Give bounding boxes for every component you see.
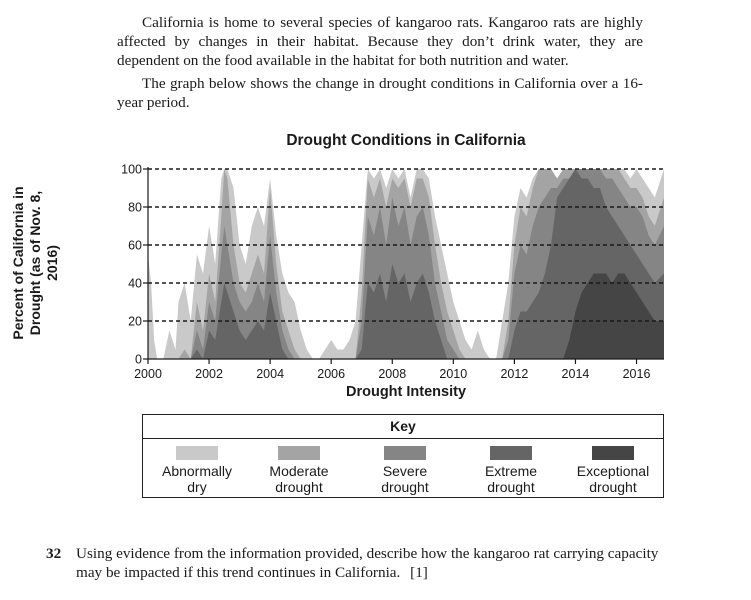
legend-title: Key: [143, 415, 663, 439]
x-tick-label-2008: 2008: [378, 367, 406, 381]
x-tick-label-2006: 2006: [317, 367, 345, 381]
passage-paragraph-1: California is home to several species of…: [117, 13, 643, 70]
x-tick-label-2014: 2014: [562, 367, 590, 381]
y-tick-label-40: 40: [128, 277, 142, 291]
chart-axes: 0 20 40 60 80 100 2000 2002 2004 2006 2008 2010 2012…: [121, 163, 664, 381]
legend-item-moderate-drought: Moderate drought: [249, 446, 349, 495]
x-tick-label-2016: 2016: [623, 367, 651, 381]
x-axis-title: Drought Intensity: [345, 384, 467, 400]
x-tick-label-2004: 2004: [256, 367, 284, 381]
y-tick-label-60: 60: [128, 239, 142, 253]
x-tick-label-2012: 2012: [500, 367, 528, 381]
legend-label: Extreme drought: [484, 463, 538, 495]
legend-label: Severe drought: [381, 463, 429, 495]
passage-paragraph-2: The graph below shows the change in drou…: [117, 74, 643, 112]
legend-swatch: [384, 446, 426, 460]
legend-swatch: [176, 446, 218, 460]
area-series-extreme-drought: [148, 169, 664, 359]
x-tick-label-2010: 2010: [439, 367, 467, 381]
legend-label: Exceptional drought: [576, 463, 650, 495]
legend-item-severe-drought: Severe drought: [355, 446, 455, 495]
question-line-2: may be impacted if this trend continues …: [76, 564, 401, 581]
legend-swatch: [490, 446, 532, 460]
y-tick-label-20: 20: [128, 315, 142, 329]
legend-swatch: [592, 446, 634, 460]
y-tick-label-100: 100: [121, 163, 142, 177]
legend-label: Abnormally dry: [161, 463, 233, 495]
legend-item-extreme-drought: Extreme drought: [461, 446, 561, 495]
question-line-1: Using evidence from the information prov…: [76, 545, 659, 562]
chart-title: Drought Conditions in California: [286, 132, 526, 149]
chart-gridlines: [148, 168, 664, 322]
drought-chart: 0 20 40 60 80 100 2000 2002 2004 2006 2008 2010 2012…: [121, 163, 664, 381]
legend-item-abnormally-dry: Abnormally dry: [147, 446, 247, 495]
question-number: 32: [46, 545, 62, 562]
passage-text-1: California is home to several species of…: [117, 14, 643, 69]
x-tick-label-2002: 2002: [195, 367, 223, 381]
x-tick-label-2000: 2000: [134, 367, 162, 381]
question-text: Using evidence from the information prov…: [76, 544, 696, 582]
question-points: [1]: [410, 564, 428, 581]
y-tick-label-80: 80: [128, 201, 142, 215]
chart-areas: [148, 169, 664, 359]
legend-item-exceptional-drought: Exceptional drought: [563, 446, 663, 495]
passage-text-2: The graph below shows the change in drou…: [117, 75, 643, 111]
area-series-exceptional-drought: [148, 273, 664, 359]
legend-label: Moderate drought: [269, 463, 329, 495]
legend-swatch: [278, 446, 320, 460]
legend-key: Key Abnormally dry Moderate drought Severe…: [142, 414, 664, 498]
y-tick-label-0: 0: [135, 353, 142, 367]
